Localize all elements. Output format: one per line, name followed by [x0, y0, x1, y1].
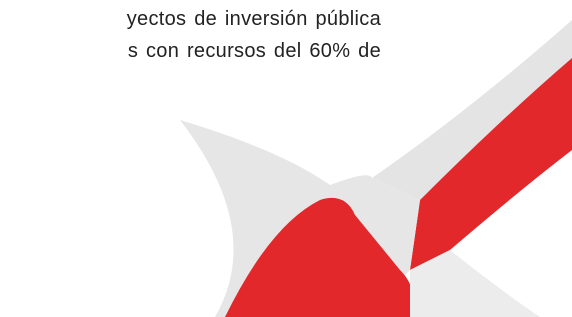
- page: yectos de inversión pública s con recurs…: [0, 0, 572, 317]
- text-line: s con recursos del 60% de: [128, 40, 381, 63]
- text-line: yectos de inversión pública: [127, 8, 381, 31]
